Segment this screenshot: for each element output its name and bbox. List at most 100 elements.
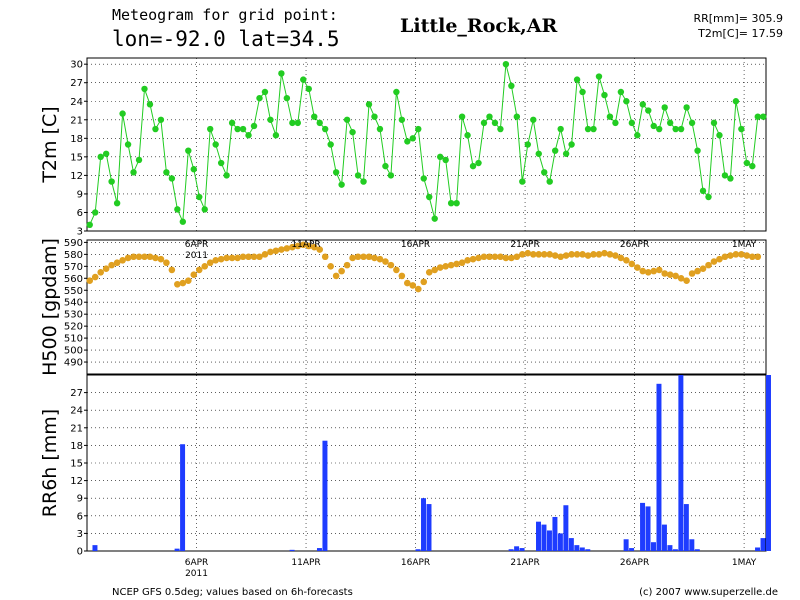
date-tick-label: 21APR — [510, 240, 539, 250]
rr-bar — [640, 502, 646, 551]
t2m-point — [749, 162, 756, 170]
t2m-point — [108, 178, 115, 185]
h500-point — [738, 251, 745, 258]
t2m-point — [666, 119, 674, 127]
h500-point — [387, 261, 395, 269]
t2m-point — [207, 125, 214, 133]
date-tick-label: 6APR — [185, 240, 209, 250]
t2m-point — [436, 153, 444, 161]
t2m-point — [760, 113, 767, 120]
t2m-point — [431, 215, 438, 222]
h500-point — [480, 253, 488, 261]
y-tick-label: 500 — [64, 346, 83, 357]
t2m-point — [601, 91, 608, 99]
t2m-point — [557, 125, 564, 133]
h500-point — [195, 266, 203, 274]
h500-point — [540, 251, 548, 258]
y-tick-label: 3 — [77, 227, 83, 238]
rr-bar — [678, 375, 684, 551]
t2m-point — [573, 76, 581, 83]
t2m-point — [92, 209, 99, 216]
rr-bar — [546, 530, 552, 551]
h500-point — [612, 252, 619, 259]
t2m-point — [393, 88, 400, 96]
t2m-point — [497, 125, 504, 133]
rr-bar — [694, 549, 700, 551]
h500-point — [327, 263, 334, 270]
t2m-point — [163, 169, 170, 176]
h500-point — [606, 251, 614, 258]
date-tick-label: 1MAY — [732, 240, 757, 250]
t2m-point — [491, 119, 499, 127]
h500-point — [425, 269, 433, 276]
rr-bar — [92, 545, 98, 551]
t2m-point — [716, 132, 723, 139]
header-line1: Meteogram for grid point: — [112, 6, 338, 24]
t2m-point — [705, 193, 712, 201]
h500-point — [228, 254, 236, 262]
h500-point — [458, 259, 466, 267]
t2m-point — [250, 122, 258, 130]
rr-bar — [421, 498, 426, 551]
h500-point — [655, 266, 663, 274]
y-tick-label: 15 — [70, 459, 83, 470]
t2m-point — [190, 166, 197, 173]
h500-point — [557, 253, 564, 261]
h500-point — [245, 253, 252, 261]
h500-point — [86, 277, 94, 284]
t2m-point — [754, 113, 761, 120]
y-tick-label: 490 — [64, 358, 83, 369]
stat-t2m-mean: T2m[C]= 17.59 — [697, 27, 783, 40]
t2m-point — [217, 159, 225, 167]
t2m-point — [447, 199, 455, 207]
h500-point — [393, 266, 400, 274]
date-tick-label: 16APR — [401, 558, 430, 568]
h500-point — [721, 253, 729, 261]
rr-bar — [574, 545, 580, 551]
rr-bar — [552, 516, 558, 551]
y-axis-label: T2m [C] — [39, 106, 61, 183]
h500-point — [239, 253, 247, 261]
t2m-point — [234, 125, 241, 133]
y-tick-label: 24 — [70, 406, 83, 417]
y-tick-label: 540 — [64, 298, 83, 309]
t2m-point — [245, 132, 252, 139]
t2m-point — [371, 113, 378, 120]
rr-bar — [585, 549, 591, 551]
date-tick-label: 11APR — [291, 240, 320, 250]
h500-point — [573, 251, 581, 258]
t2m-point — [212, 141, 219, 148]
t2m-series-line — [89, 64, 764, 226]
h500-point — [677, 274, 685, 282]
h500-point — [414, 285, 422, 293]
y-tick-label: 18 — [70, 441, 83, 452]
rr-bar — [667, 545, 673, 551]
t2m-point — [343, 116, 351, 123]
t2m-point — [595, 73, 603, 80]
h500-point — [283, 245, 291, 252]
t2m-point — [283, 94, 291, 102]
t2m-point — [579, 88, 586, 96]
y-tick-label: 520 — [64, 322, 83, 333]
t2m-point — [710, 119, 718, 127]
rr-bar — [316, 548, 322, 551]
rr-bar — [623, 539, 629, 551]
t2m-point — [185, 147, 192, 154]
y-tick-label: 6 — [77, 208, 83, 219]
rr-bar — [579, 547, 585, 551]
h500-point — [354, 253, 362, 261]
h500-point — [299, 241, 307, 249]
h500-point — [546, 251, 554, 258]
t2m-point — [294, 119, 302, 127]
y-tick-label: 590 — [64, 238, 83, 249]
footer-source: NCEP GFS 0.5deg; values based on 6h-fore… — [112, 587, 353, 598]
h500-point — [102, 265, 110, 273]
t2m-point — [157, 116, 165, 123]
h500-point — [491, 253, 499, 261]
h500-point — [436, 264, 444, 271]
h500-point — [754, 253, 762, 261]
t2m-point — [469, 162, 477, 170]
y-tick-label: 3 — [77, 529, 83, 540]
t2m-point — [338, 181, 345, 188]
rr-bar — [541, 524, 547, 551]
